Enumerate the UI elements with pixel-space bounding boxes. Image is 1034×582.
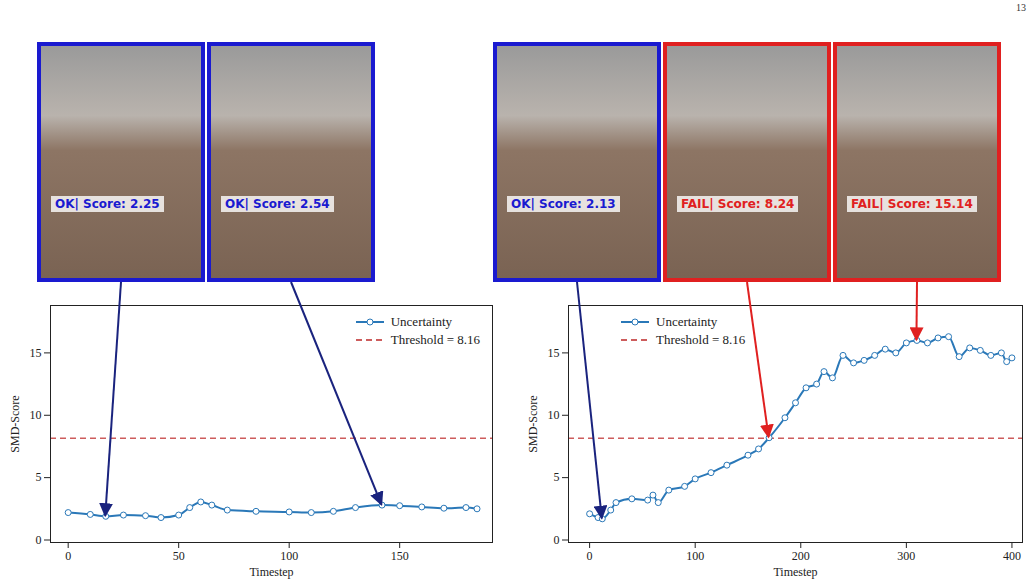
- svg-text:0: 0: [65, 549, 71, 563]
- svg-text:50: 50: [173, 549, 185, 563]
- html-text:13: 13: [1016, 2, 1026, 13]
- svg-text:SMD-Score: SMD-Score: [526, 395, 540, 452]
- html-text:Uncertainty: Uncertainty: [390, 314, 453, 329]
- svg-text:5: 5: [36, 470, 42, 484]
- svg-text:Timestep: Timestep: [249, 565, 293, 579]
- html-text:OK| Score: 2.13: OK| Score: 2.13: [511, 197, 616, 211]
- svg-text:15: 15: [30, 346, 42, 360]
- svg-text:SMD-Score: SMD-Score: [8, 395, 22, 452]
- svg-text:10: 10: [548, 408, 560, 422]
- html-text:FAIL| Score: 15.14: FAIL| Score: 15.14: [851, 197, 973, 211]
- html-text:Threshold = 8.16: Threshold = 8.16: [656, 332, 746, 347]
- svg-text:400: 400: [1003, 549, 1021, 563]
- svg-text:150: 150: [391, 549, 409, 563]
- svg-text:200: 200: [792, 549, 810, 563]
- svg-text:300: 300: [897, 549, 915, 563]
- svg-text:0: 0: [587, 549, 593, 563]
- svg-text:0: 0: [36, 533, 42, 547]
- html-text:FAIL| Score: 8.24: FAIL| Score: 8.24: [681, 197, 795, 211]
- svg-text:0: 0: [554, 533, 560, 547]
- svg-text:5: 5: [554, 470, 560, 484]
- html-text:OK| Score: 2.54: OK| Score: 2.54: [225, 197, 330, 211]
- svg-text:100: 100: [280, 549, 298, 563]
- svg-text:10: 10: [30, 408, 42, 422]
- html-text:Threshold = 8.16: Threshold = 8.16: [390, 332, 480, 347]
- svg-text:100: 100: [686, 549, 704, 563]
- html-text:OK| Score: 2.25: OK| Score: 2.25: [55, 197, 160, 211]
- svg-text:15: 15: [548, 346, 560, 360]
- html-text:Uncertainty: Uncertainty: [656, 314, 718, 329]
- svg-text:Timestep: Timestep: [773, 565, 817, 579]
